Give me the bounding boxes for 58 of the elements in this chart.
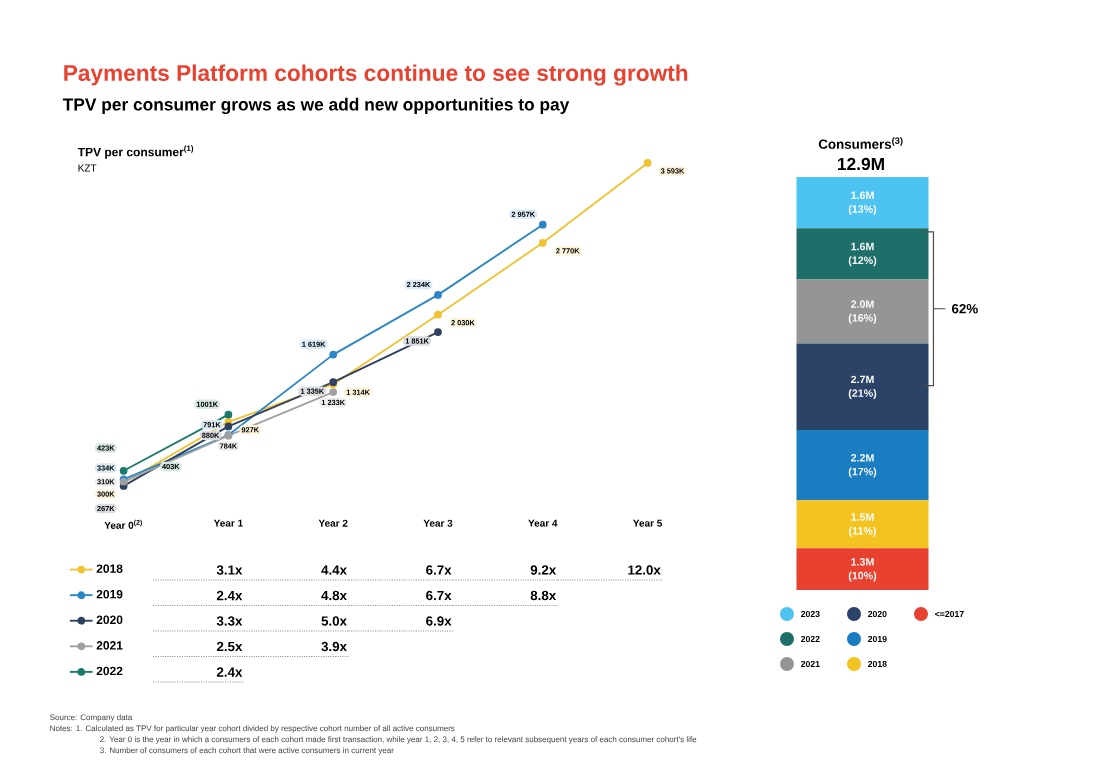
annotation: (21%): [848, 389, 877, 399]
x-tick-label: Year 4: [528, 519, 558, 527]
legend-label: 2018: [96, 564, 123, 573]
data-label: 1.6M: [851, 242, 874, 251]
source-note: Source: Company data: [50, 714, 133, 722]
legend-label: 2019: [868, 635, 887, 643]
legend-label: 2020: [868, 610, 887, 618]
data-label: 2.0M: [851, 300, 874, 308]
x-tick-label: Year 1: [213, 519, 243, 527]
text: 12.0x: [628, 565, 661, 575]
total-label: 12.9M: [838, 157, 884, 171]
annotation: (13%): [848, 204, 877, 215]
text: 3.3x: [216, 616, 243, 626]
annotation: (16%): [848, 313, 877, 324]
text: 3. Number of consumers of each cohort that were active consumers in current year: [100, 747, 394, 755]
chart-title: Consumers$^{(3)}$: [818, 137, 903, 149]
text: Notes: 1. Calculated as TPV for particular year cohort divided by respective cohort number of all active consumers: [50, 725, 455, 733]
data-label: 2.7M: [851, 375, 874, 384]
text: 2.5x: [216, 641, 243, 652]
legend-label: 2022: [801, 635, 820, 643]
data-label: 1.3M: [851, 558, 874, 566]
annotation: (12%): [848, 256, 877, 267]
legend-label: 2018: [868, 660, 887, 668]
text: 4.8x: [321, 590, 347, 601]
text: 6.7x: [426, 590, 452, 601]
legend-label: <=2017: [935, 610, 964, 618]
x-tick-label: Year 5: [633, 519, 663, 527]
text: Payments Platform cohorts continue to see strong growth: [64, 64, 688, 86]
x-tick-label: Year 2: [318, 519, 348, 527]
text: 62%: [951, 304, 978, 314]
chart-subtitle: KZT: [78, 164, 97, 172]
text: 3.9x: [321, 641, 347, 652]
text: 3.1x: [216, 565, 243, 575]
text: 6.7x: [426, 565, 452, 575]
x-tick-label: Year 0$^{(2)}$: [104, 519, 142, 529]
x-tick-label: Year 3: [423, 519, 453, 527]
data-label: 1.6M: [851, 191, 874, 200]
legend-label: 2021: [96, 641, 123, 650]
text: 4.4x: [321, 565, 347, 575]
data-label: 1.5M: [851, 513, 874, 521]
annotation: (17%): [848, 467, 877, 478]
annotation: (10%): [848, 571, 877, 582]
text: 2.4x: [216, 667, 243, 677]
legend-label: 2021: [801, 660, 820, 668]
text: 5.0x: [321, 616, 347, 626]
text: 2.4x: [216, 590, 243, 601]
data-label: 2.2M: [851, 454, 874, 462]
legend-label: 2022: [96, 666, 123, 676]
legend-label: 2020: [96, 615, 123, 625]
text: 8.8x: [530, 590, 557, 601]
text: 6.9x: [426, 616, 452, 626]
legend-label: 2023: [801, 610, 820, 618]
chart-title: TPV per consumer$^{(1)}$: [77, 145, 194, 159]
text: TPV per consumer grows as we add new opportunities to pay: [62, 97, 570, 115]
annotation: (11%): [849, 526, 876, 537]
text: 9.2x: [530, 565, 557, 575]
text: 2. Year 0 is the year in which a consumers of each cohort made first transaction, while year 1, 2, 3, 4, 5 refer to relevant subsequent years of each consumer cohort's life: [100, 736, 697, 744]
legend-label: 2019: [96, 589, 123, 599]
